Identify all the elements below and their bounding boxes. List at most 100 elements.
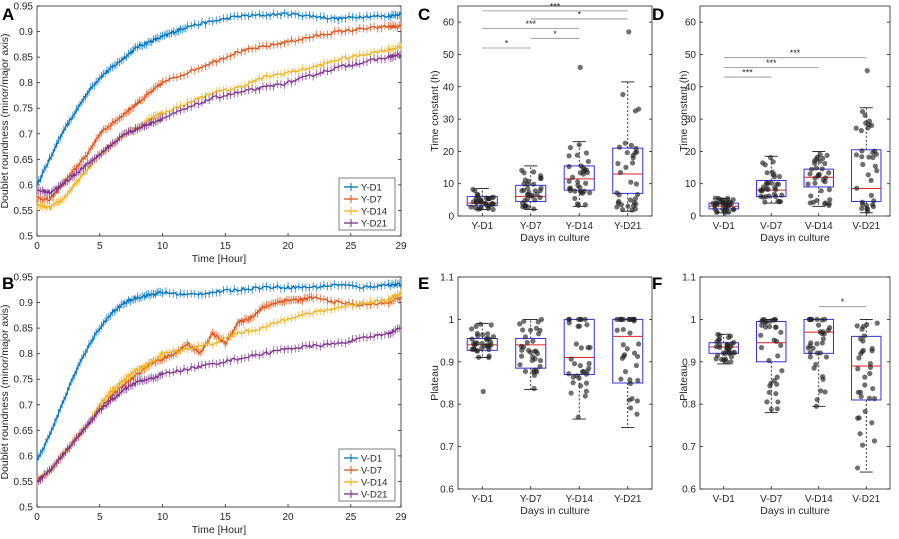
data-point bbox=[615, 160, 621, 167]
data-point bbox=[566, 371, 572, 377]
data-point bbox=[569, 174, 576, 180]
x-tick-label: 10 bbox=[157, 241, 169, 252]
data-point bbox=[826, 187, 832, 193]
data-point bbox=[854, 465, 861, 471]
data-point bbox=[822, 201, 828, 207]
data-point bbox=[855, 366, 861, 372]
data-point bbox=[870, 154, 876, 161]
data-point bbox=[817, 151, 823, 158]
data-point bbox=[587, 190, 593, 196]
data-point bbox=[776, 173, 783, 180]
series-line bbox=[37, 52, 402, 195]
significance-label: * bbox=[553, 29, 557, 39]
data-point bbox=[620, 91, 626, 98]
data-point bbox=[537, 357, 544, 364]
box-iqr bbox=[515, 337, 547, 369]
data-point bbox=[537, 327, 543, 333]
legend-label: Y-D21 bbox=[361, 219, 387, 230]
data-point bbox=[858, 128, 864, 134]
data-point bbox=[574, 152, 580, 158]
data-point bbox=[807, 349, 813, 356]
data-point bbox=[819, 166, 825, 172]
box-v-d14 bbox=[803, 316, 834, 409]
y-tick-label: 0.9 bbox=[682, 357, 696, 368]
y-tick-label: 60 bbox=[443, 18, 455, 29]
y-axis-label: Time constant (h) bbox=[429, 70, 441, 151]
data-point bbox=[624, 346, 630, 352]
data-point bbox=[480, 332, 486, 338]
data-point bbox=[566, 153, 572, 159]
data-point bbox=[867, 364, 874, 370]
data-point bbox=[874, 168, 880, 174]
data-point bbox=[575, 179, 581, 185]
data-point bbox=[522, 334, 529, 340]
data-point bbox=[827, 325, 833, 331]
data-point bbox=[761, 316, 767, 323]
series-y-d7 bbox=[36, 21, 402, 205]
data-point bbox=[631, 199, 637, 206]
data-point bbox=[636, 106, 642, 112]
legend-label: V-D21 bbox=[361, 490, 387, 501]
data-point bbox=[531, 206, 537, 212]
data-point bbox=[521, 187, 527, 193]
data-point bbox=[767, 383, 773, 389]
x-axis-label: Time [Hour] bbox=[192, 524, 247, 536]
data-point bbox=[532, 348, 538, 354]
box-y-d14 bbox=[563, 316, 595, 420]
data-point bbox=[820, 155, 826, 161]
data-point bbox=[821, 331, 827, 337]
x-tick-label: V-D21 bbox=[852, 221, 880, 232]
plot-frame bbox=[457, 276, 653, 490]
significance-label: * bbox=[505, 39, 509, 49]
x-tick-label: 5 bbox=[97, 512, 103, 523]
x-tick-label: 29 bbox=[395, 512, 407, 523]
data-point bbox=[522, 368, 529, 374]
data-point bbox=[862, 408, 868, 414]
x-axis-label: Time [Hour] bbox=[192, 253, 247, 265]
y-tick-label: 0.8 bbox=[19, 349, 33, 360]
x-axis-label: Days in culture bbox=[520, 505, 590, 517]
data-point bbox=[778, 329, 784, 335]
data-point bbox=[568, 390, 574, 396]
data-point bbox=[490, 201, 496, 207]
data-point bbox=[581, 188, 587, 194]
data-point bbox=[871, 438, 878, 444]
x-tick-label: V-D14 bbox=[805, 221, 833, 232]
data-point bbox=[578, 383, 584, 389]
data-point bbox=[815, 322, 822, 328]
data-point bbox=[627, 380, 634, 387]
data-point bbox=[616, 144, 623, 150]
data-point bbox=[855, 389, 861, 395]
data-point bbox=[868, 192, 875, 198]
data-point bbox=[712, 203, 718, 209]
x-tick-label: 25 bbox=[345, 241, 357, 252]
box-y-d14 bbox=[563, 141, 595, 208]
panel-letter-c: C bbox=[418, 5, 430, 24]
data-point bbox=[762, 199, 768, 205]
data-point bbox=[759, 322, 765, 328]
box-v-d21 bbox=[851, 107, 882, 214]
data-point bbox=[758, 345, 765, 351]
significance-label: *** bbox=[766, 58, 777, 68]
y-tick-label: 0.95 bbox=[14, 2, 34, 13]
panel-d: D 0 10 20 30 40 50 60 Time constant (h) V-D1 V-D7 V… bbox=[652, 5, 891, 244]
data-point bbox=[728, 354, 735, 360]
outlier-point bbox=[864, 68, 870, 74]
data-point bbox=[868, 177, 874, 183]
data-point bbox=[858, 336, 864, 342]
data-point bbox=[853, 152, 860, 158]
data-point bbox=[626, 316, 633, 322]
data-point bbox=[566, 316, 573, 322]
data-point bbox=[616, 192, 622, 198]
data-point bbox=[576, 323, 583, 329]
x-tick-label: 10 bbox=[157, 512, 169, 523]
data-point bbox=[578, 316, 584, 322]
x-tick-label: V-D1 bbox=[713, 221, 736, 232]
data-point bbox=[534, 191, 540, 197]
data-point bbox=[485, 331, 491, 337]
panel-b: B 0.5 0.55 0.6 0.65 0.7 0.75 0.8 0.85 0.9 0.95 Doub… bbox=[0, 273, 407, 537]
data-point bbox=[814, 397, 820, 403]
data-point bbox=[528, 349, 534, 355]
data-point bbox=[808, 166, 815, 172]
data-point bbox=[758, 332, 764, 338]
